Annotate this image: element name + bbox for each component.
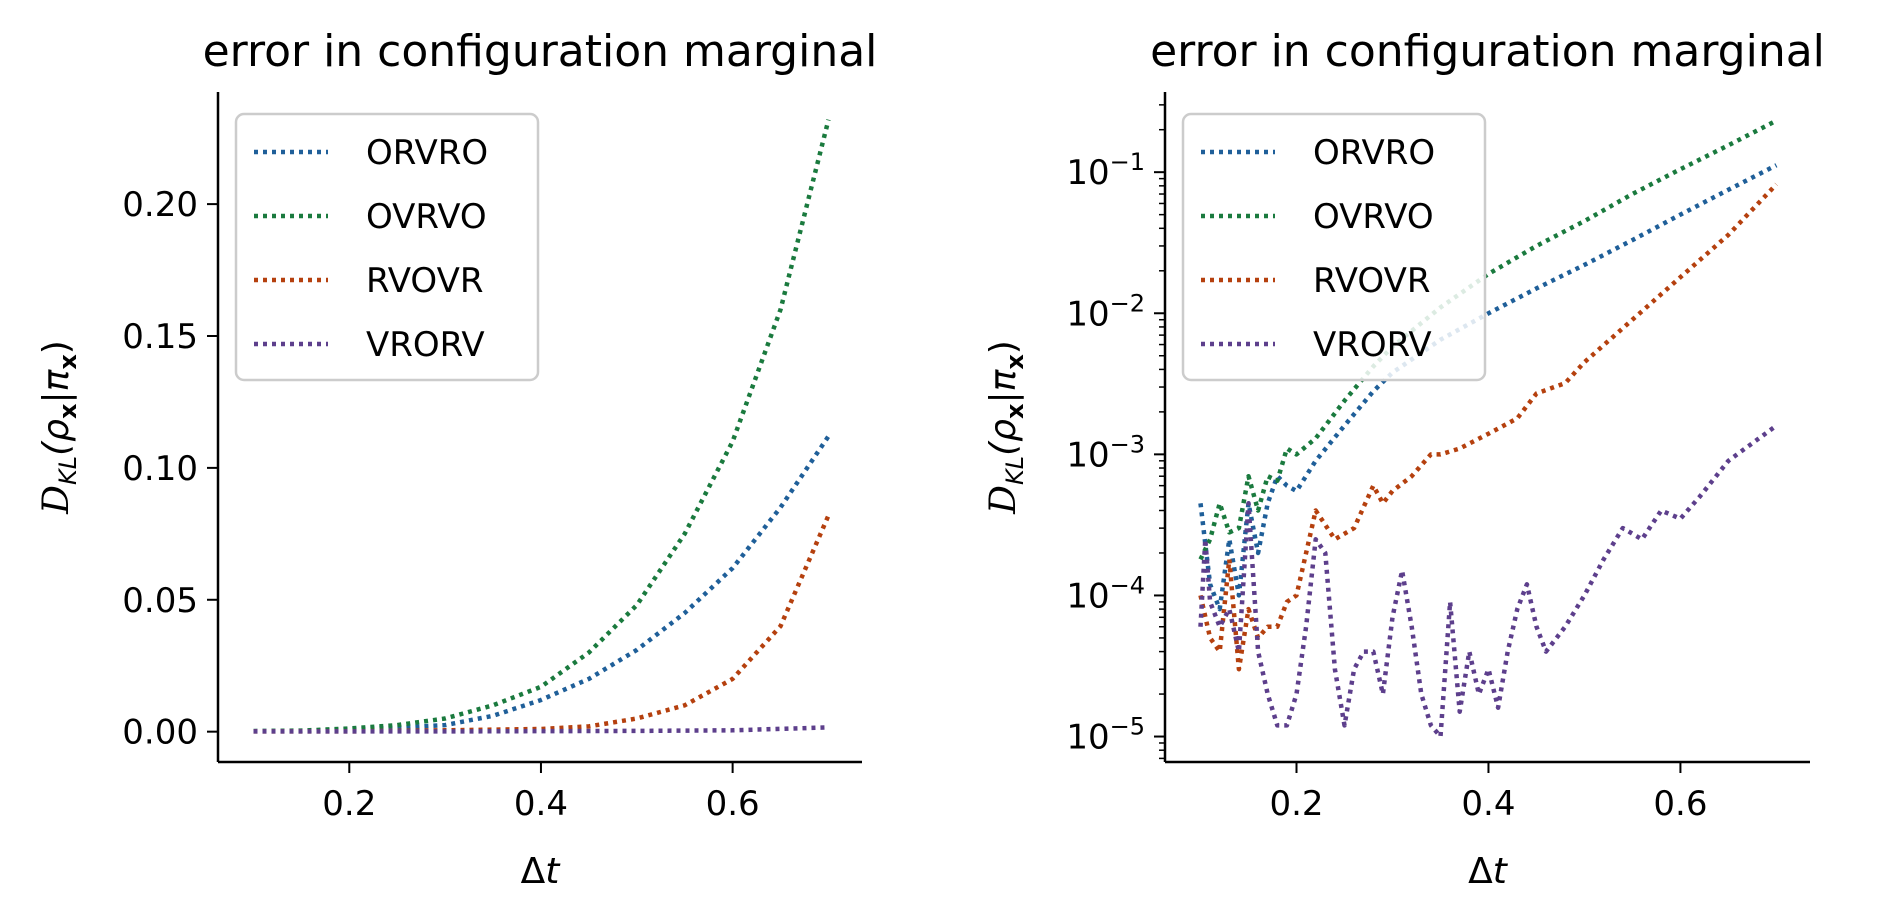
legend-label-ovrvo: OVRVO	[1313, 197, 1434, 237]
y-tick-label: 10−1	[1066, 148, 1145, 193]
legend-box	[234, 112, 540, 382]
y-tick-label: 10−5	[1066, 713, 1145, 758]
x-tick-label: 0.2	[1269, 784, 1323, 824]
legend-label-vrorv: VRORV	[1313, 325, 1432, 365]
legend-label-vrorv: VRORV	[366, 325, 485, 365]
left-chart-panel: error in configuration marginal 0.2 0.4 0.6…	[36, 26, 877, 892]
y-tick-label: 0.00	[122, 713, 198, 753]
x-axis-label: Δt	[1468, 851, 1509, 892]
chart-title: error in configuration marginal	[1150, 26, 1825, 77]
series-line-rvovr	[1198, 182, 1779, 672]
legend-label-rvovr: RVOVR	[366, 261, 483, 301]
x-tick-label: 0.4	[1461, 784, 1515, 824]
y-axis-label: DKL(ρx|πx)	[36, 340, 82, 515]
legend-label-orvro: ORVRO	[1313, 133, 1435, 173]
legend-label-rvovr: RVOVR	[1313, 261, 1430, 301]
right-chart-panel: error in configuration marginal 0.2 0.4 0.6…	[983, 26, 1825, 892]
series-line-vrorv	[1198, 423, 1778, 739]
legend-label-ovrvo: OVRVO	[366, 197, 487, 237]
x-tick-label: 0.6	[1653, 784, 1707, 824]
y-tick-label: 10−4	[1066, 571, 1145, 616]
x-tick-label: 0.6	[706, 784, 760, 824]
y-tick-label: 0.05	[122, 581, 198, 621]
y-tick-label: 10−3	[1066, 430, 1145, 475]
y-tick-label: 10−2	[1066, 289, 1145, 334]
y-tick-label: 0.15	[122, 317, 198, 357]
series-line-orvro	[1198, 163, 1778, 612]
legend-box	[1181, 112, 1487, 382]
series-line-rvovr	[253, 514, 831, 734]
x-tick-label: 0.4	[514, 784, 568, 824]
series-line-orvro	[253, 434, 831, 734]
x-axis-label: Δt	[521, 851, 562, 892]
y-tick-label: 0.20	[122, 185, 198, 225]
chart-title: error in configuration marginal	[203, 26, 878, 77]
y-tick-label: 0.10	[122, 449, 198, 489]
y-axis-label: DKL(ρx|πx)	[983, 340, 1029, 515]
legend-label-orvro: ORVRO	[366, 133, 488, 173]
x-tick-label: 0.2	[322, 784, 376, 824]
series-line-vrorv	[253, 725, 829, 734]
